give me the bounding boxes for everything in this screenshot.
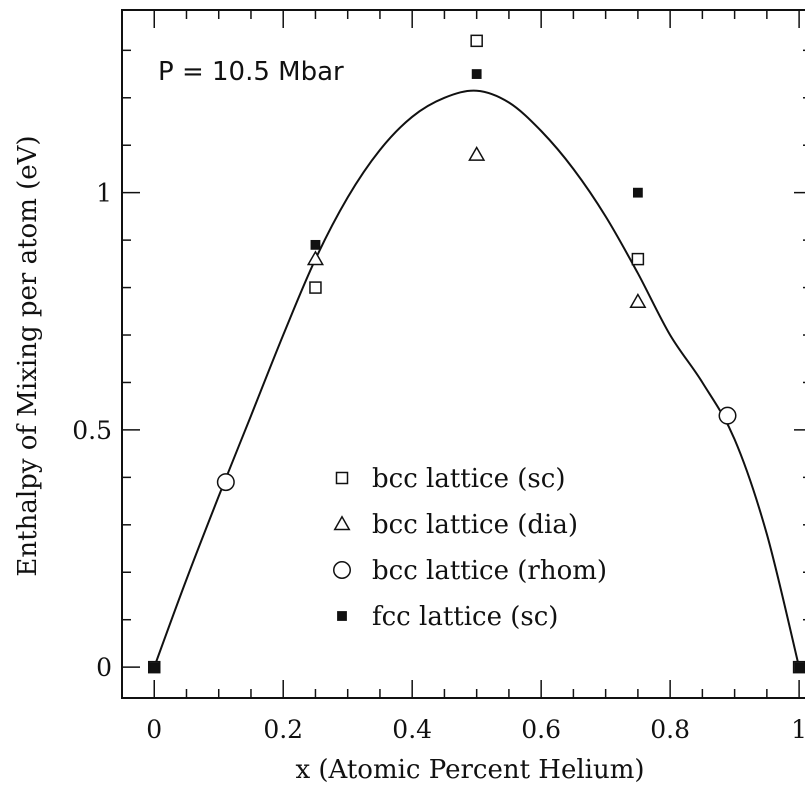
bcc-lattice-dia-point: [468, 145, 486, 161]
legend-label: fcc lattice (sc): [372, 602, 558, 632]
x-tick-label: 0.8: [650, 715, 690, 744]
fcc-lattice-sc-point: [149, 662, 160, 673]
x-tick-label: 0.2: [263, 715, 303, 744]
x-tick-label: 1: [791, 715, 805, 744]
y-tick-label: 0.5: [72, 416, 112, 445]
x-tick-label: 0.6: [521, 715, 561, 744]
bcc-lattice-sc-point: [470, 34, 483, 48]
fcc-lattice-sc-point: [632, 187, 643, 198]
fcc-lattice-sc-point: [471, 69, 482, 79]
axis-ticks: [121, 10, 805, 698]
bcc-lattice-sc-point: [309, 281, 322, 294]
legend-marker: [333, 561, 351, 579]
legend-marker: [337, 611, 347, 621]
plot-frame: [121, 9, 805, 699]
pressure-annotation: P = 10.5 Mbar: [158, 57, 344, 87]
fcc-lattice-sc-point: [794, 662, 805, 673]
x-tick-label: 0.4: [392, 715, 432, 744]
x-tick-labels: 0 0.2 0.4 0.6 0.8 1: [146, 715, 805, 744]
bcc-lattice-dia-point: [629, 293, 647, 309]
x-axis-label: x (Atomic Percent Helium): [295, 755, 644, 785]
x-tick-label: 0: [146, 715, 162, 744]
data-markers: [147, 34, 805, 674]
bcc-lattice-dia-point: [306, 250, 325, 266]
y-tick-label: 1: [96, 179, 112, 208]
legend-marker: [335, 471, 349, 485]
bcc-lattice-rhom-point: [718, 406, 737, 425]
fcc-lattice-sc-point: [310, 239, 321, 250]
y-axis-label: Enthalpy of Mixing per atom (eV): [13, 135, 43, 576]
legend-label: bcc lattice (dia): [372, 510, 578, 540]
fit-curve: [153, 89, 801, 668]
y-tick-label: 0: [96, 653, 112, 682]
bcc-lattice-rhom-point: [216, 473, 235, 492]
legend-marker: [333, 515, 351, 531]
legend: bcc lattice (sc) bcc lattice (dia) bcc lat…: [333, 464, 607, 632]
y-tick-labels: 00.51: [72, 179, 112, 682]
bcc-lattice-sc-point: [631, 252, 645, 266]
legend-label: bcc lattice (rhom): [372, 556, 607, 586]
legend-label: bcc lattice (sc): [372, 464, 565, 494]
